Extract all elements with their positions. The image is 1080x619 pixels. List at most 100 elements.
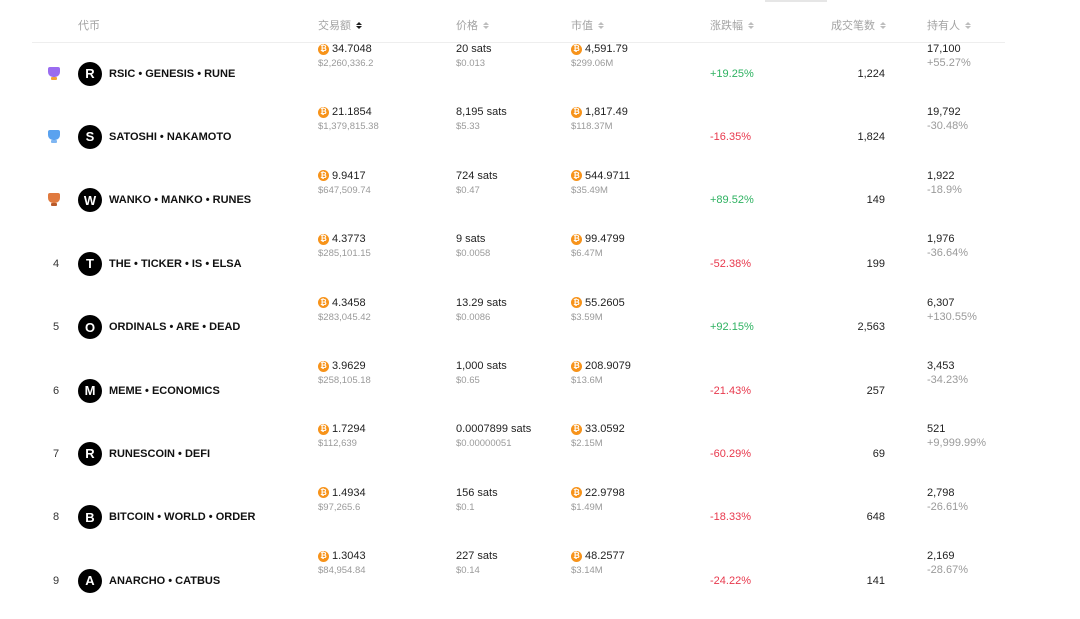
coin-name[interactable]: ORDINALS • ARE • DEAD — [109, 321, 241, 334]
holders-change: +55.27% — [927, 57, 971, 69]
volume-btc: 21.1854 — [332, 106, 372, 119]
table-row[interactable]: 8 B BITCOIN • WORLD • ORDER ₿ 1.4934 $97,… — [32, 486, 1005, 549]
sort-icon[interactable] — [483, 21, 489, 29]
coin-name[interactable]: ANARCHO • CATBUS — [109, 574, 221, 587]
market-cap-usd: $3.59M — [571, 311, 603, 323]
sort-icon[interactable] — [965, 21, 971, 29]
avatar: M — [78, 378, 102, 403]
price-sats: 0.0007899 sats — [456, 423, 532, 436]
column-header-volume[interactable]: 交易额 — [318, 17, 362, 33]
bitcoin-icon: ₿ — [318, 550, 329, 562]
price-change: +92.15% — [710, 321, 754, 334]
rank-number: 9 — [52, 574, 60, 587]
volume-usd: $112,639 — [318, 438, 357, 450]
price-usd: $5.33 — [456, 121, 480, 133]
price-change: -52.38% — [710, 257, 751, 270]
market-cap-btc: 1,817.49 — [585, 106, 628, 119]
sort-desc-icon[interactable] — [356, 21, 362, 29]
price-change: -60.29% — [710, 447, 751, 460]
market-cap-usd: $2.15M — [571, 438, 603, 450]
table-row[interactable]: 7 R RUNESCOIN • DEFI ₿ 1.7294 $112,639 0.… — [32, 422, 1005, 485]
column-header-market-cap[interactable]: 市值 — [571, 17, 604, 33]
column-header-holders[interactable]: 持有人 — [927, 17, 971, 33]
table-header: 代币 交易额 价格 市值 涨跌幅 成交笔数 持有人 — [32, 0, 1005, 43]
holders-cell: 3,453 -34.23% — [927, 359, 968, 387]
volume-usd: $84,954.84 — [318, 565, 366, 577]
holders-count: 521 — [927, 423, 946, 436]
coin-name[interactable]: BITCOIN • WORLD • ORDER — [109, 511, 256, 524]
coin-name[interactable]: MEME • ECONOMICS — [109, 384, 220, 397]
price-usd: $0.0086 — [456, 311, 491, 323]
bitcoin-icon: ₿ — [571, 360, 582, 372]
table-row[interactable]: 4 T THE • TICKER • IS • ELSA ₿ 4.3773 $28… — [32, 232, 1005, 295]
price-sats: 13.29 sats — [456, 296, 507, 309]
bitcoin-icon: ₿ — [318, 423, 329, 435]
market-cap-btc: 208.9079 — [585, 360, 631, 372]
market-cap-usd: $13.6M — [571, 375, 603, 386]
bitcoin-icon: ₿ — [318, 360, 329, 372]
price-sats: 724 sats — [456, 169, 498, 182]
market-cap-usd: $35.49M — [571, 184, 608, 196]
volume-usd: $2,260,336.2 — [318, 58, 374, 69]
avatar: R — [78, 441, 102, 466]
market-cap-cell: ₿ 48.2577 $3.14M — [571, 549, 625, 577]
price-change: -24.22% — [710, 574, 751, 587]
trade-count: 1,224 — [857, 67, 885, 80]
table-row[interactable]: W WANKO • MANKO • RUNES ₿ 9.9417 $647,509… — [32, 169, 1005, 232]
holders-change: +9,999.99% — [927, 437, 987, 450]
sort-icon[interactable] — [880, 21, 886, 29]
price-usd: $0.00000051 — [456, 438, 512, 450]
volume-cell: ₿ 4.3458 $283,045.42 — [318, 296, 371, 324]
price-cell: 13.29 sats $0.0086 — [456, 296, 507, 324]
holders-cell: 19,792 -30.48% — [927, 105, 968, 133]
column-header-change-label: 涨跌幅 — [710, 20, 743, 32]
price-sats: 227 sats — [456, 550, 498, 563]
bitcoin-icon: ₿ — [571, 233, 582, 245]
sort-icon[interactable] — [598, 21, 604, 29]
holders-count: 3,453 — [927, 360, 955, 372]
price-usd: $0.14 — [456, 565, 480, 577]
volume-cell: ₿ 21.1854 $1,379,815.38 — [318, 105, 379, 133]
coin-name[interactable]: WANKO • MANKO • RUNES — [109, 194, 252, 207]
column-header-change[interactable]: 涨跌幅 — [710, 17, 754, 33]
table-row[interactable]: S SATOSHI • NAKAMOTO ₿ 21.1854 $1,379,815… — [32, 105, 1005, 168]
table-row[interactable]: R RSIC • GENESIS • RUNE ₿ 34.7048 $2,260,… — [32, 42, 1005, 105]
price-cell: 724 sats $0.47 — [456, 169, 498, 197]
price-change: -21.43% — [710, 384, 751, 397]
coin-name[interactable]: RUNESCOIN • DEFI — [109, 447, 211, 460]
coin-name[interactable]: RSIC • GENESIS • RUNE — [109, 67, 236, 80]
trade-count: 257 — [866, 384, 885, 397]
market-cap-btc: 48.2577 — [585, 550, 625, 563]
volume-btc: 4.3773 — [332, 233, 366, 246]
price-cell: 0.0007899 sats $0.00000051 — [456, 422, 531, 450]
holders-change: -18.9% — [927, 183, 962, 196]
holders-cell: 2,798 -26.61% — [927, 486, 968, 514]
holders-cell: 2,169 -28.67% — [927, 549, 968, 577]
market-cap-usd: $1.49M — [571, 501, 603, 513]
price-cell: 156 sats $0.1 — [456, 486, 498, 514]
volume-usd: $285,101.15 — [318, 248, 371, 260]
avatar: B — [78, 505, 102, 530]
bitcoin-icon: ₿ — [318, 233, 329, 245]
holders-count: 1,976 — [927, 233, 955, 246]
coin-name[interactable]: SATOSHI • NAKAMOTO — [109, 130, 232, 143]
column-header-trades-label: 成交笔数 — [831, 20, 875, 32]
rank-2-medal-icon — [46, 129, 62, 144]
column-header-trades[interactable]: 成交笔数 — [831, 17, 886, 33]
sort-icon[interactable] — [748, 21, 754, 29]
volume-cell: ₿ 3.9629 $258,105.18 — [318, 359, 371, 387]
table-row[interactable]: 5 O ORDINALS • ARE • DEAD ₿ 4.3458 $283,0… — [32, 296, 1005, 359]
coin-name[interactable]: THE • TICKER • IS • ELSA — [109, 257, 242, 270]
table-row[interactable]: 6 M MEME • ECONOMICS ₿ 3.9629 $258,105.18… — [32, 359, 1005, 422]
column-header-price[interactable]: 价格 — [456, 17, 489, 33]
bitcoin-icon: ₿ — [318, 106, 329, 118]
market-cap-btc: 22.9798 — [585, 486, 625, 499]
volume-cell: ₿ 9.9417 $647,509.74 — [318, 169, 371, 197]
table-row[interactable]: 9 A ANARCHO • CATBUS ₿ 1.3043 $84,954.84 … — [32, 549, 1005, 612]
rank-3-medal-icon — [46, 193, 62, 207]
market-cap-btc: 33.0592 — [585, 423, 625, 436]
holders-count: 2,169 — [927, 550, 955, 563]
price-usd: $0.0058 — [456, 248, 491, 260]
bitcoin-icon: ₿ — [318, 170, 329, 182]
market-cap-cell: ₿ 22.9798 $1.49M — [571, 486, 625, 514]
